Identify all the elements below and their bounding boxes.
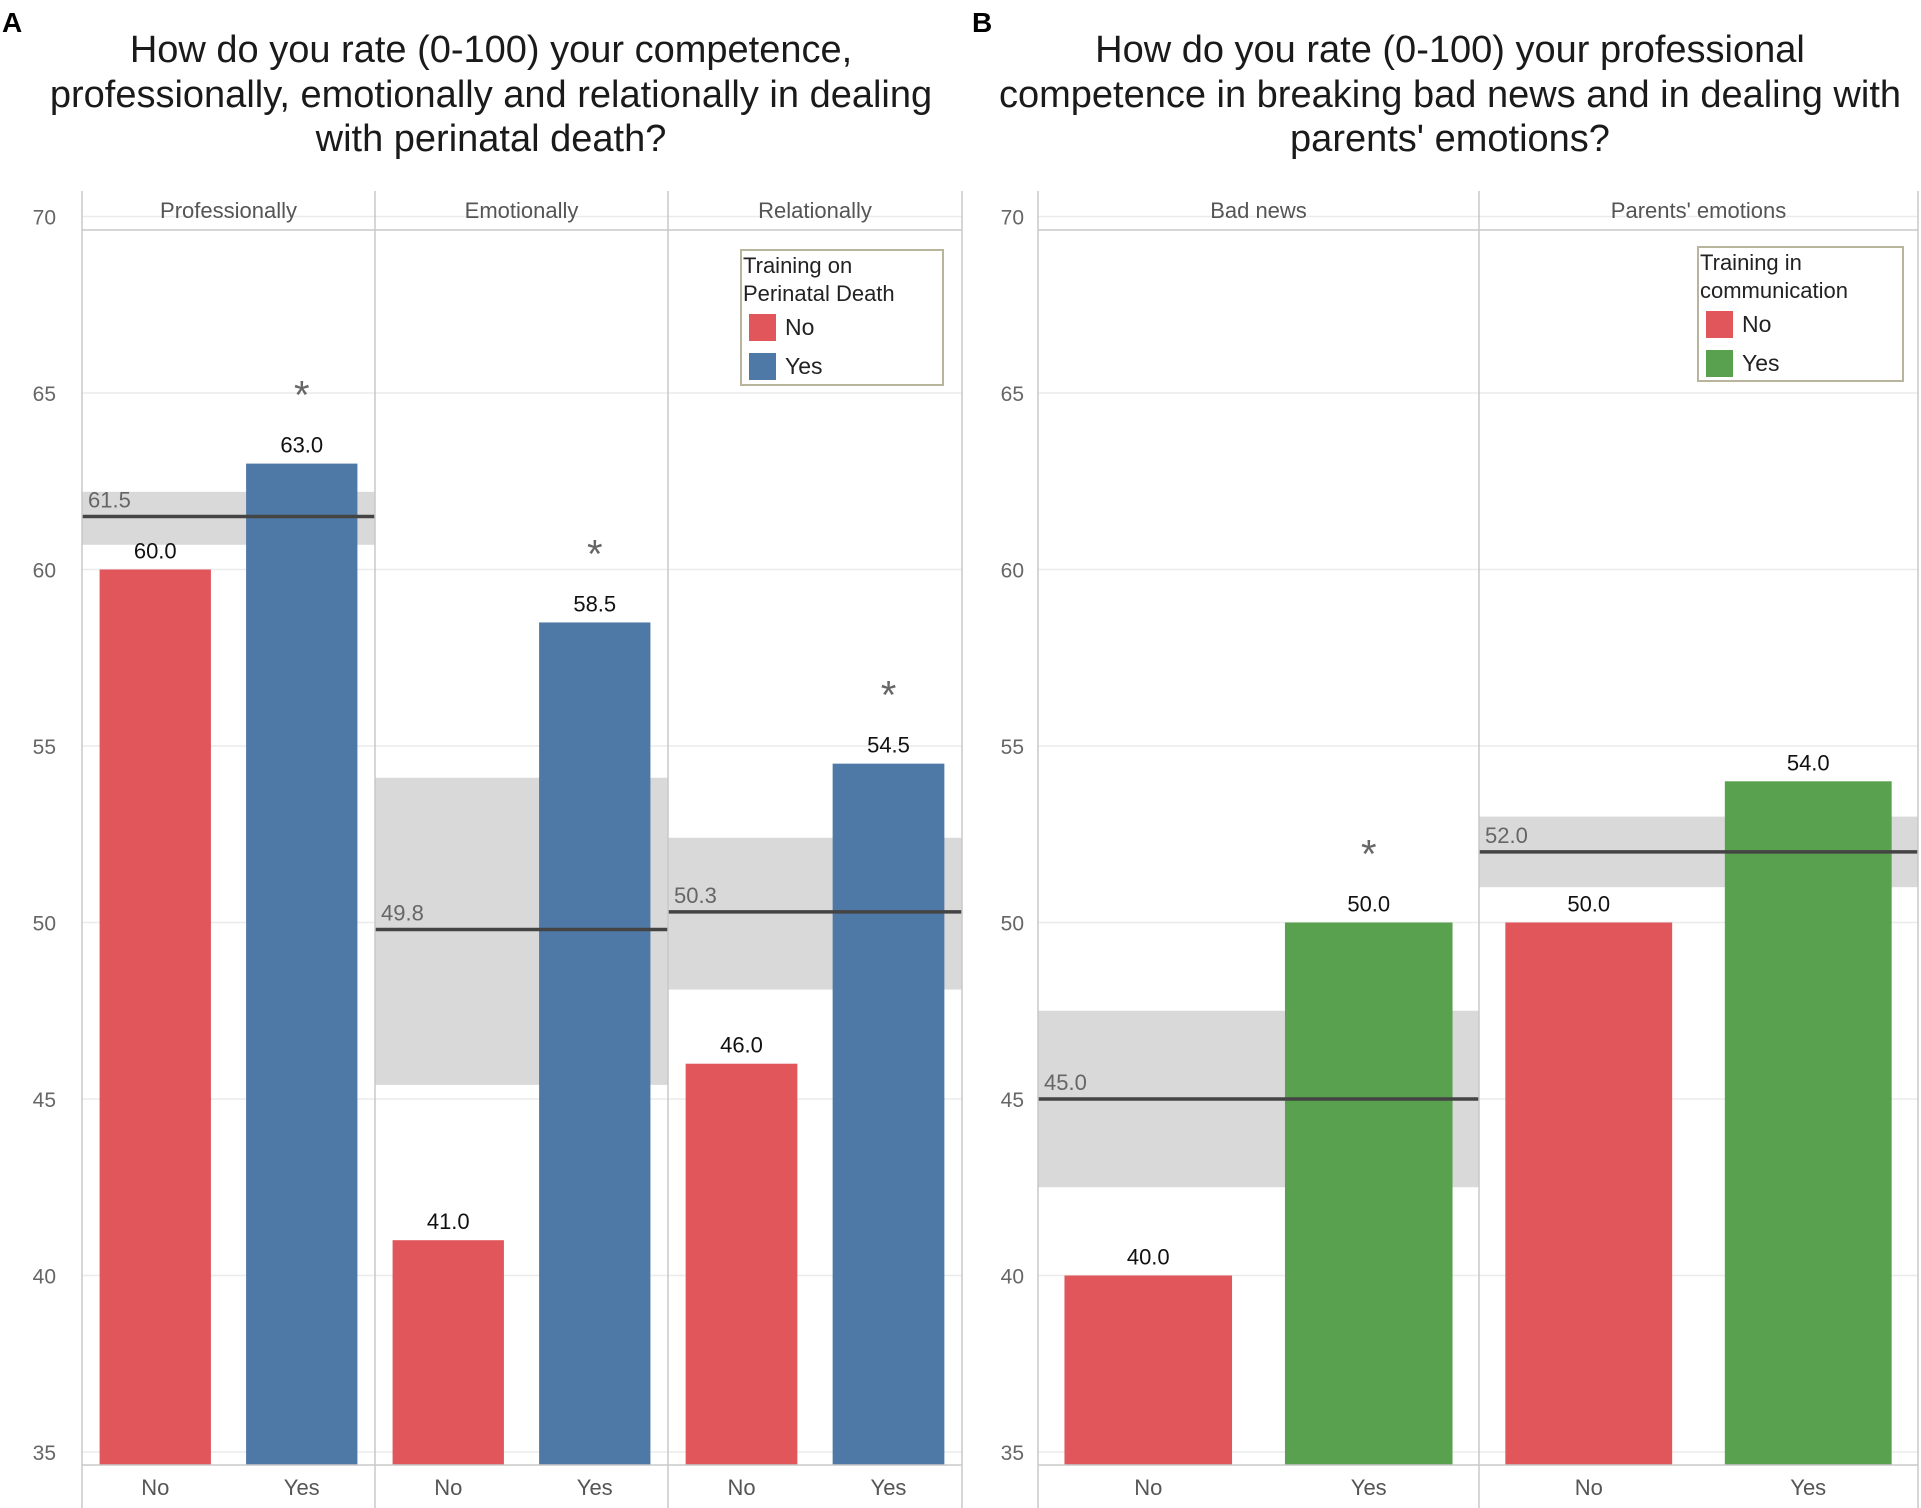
panel-a-facet-3-significance-star: * [881,674,897,718]
panel-b-y-tick-60: 60 [1001,560,1024,583]
panel-b-legend-label-yes: Yes [1742,350,1780,376]
panel-a-title-line-2: professionally, emotionally and relation… [50,74,932,116]
panel-b-title-line-3: parents' emotions? [1290,118,1610,160]
panel-a-facet-2-value-label-yes: 58.5 [573,591,616,616]
panel-b-facet-2-strip-label: Parents' emotions [1611,198,1786,223]
panel-a-y-tick-50: 50 [33,913,56,936]
panel-a-facet-3-strip-label: Relationally [758,198,872,223]
panel-a-facet-3-mean-label: 50.3 [674,883,717,908]
panel-b-y-tick-55: 55 [1001,736,1024,759]
panel-b-y-tick-70: 70 [1001,207,1024,230]
panel-a-facet-2-x-tick-no: No [434,1475,462,1500]
panel-a-facet-3-x-tick-yes: Yes [871,1475,907,1500]
panel-a-facet-3-bar-yes [832,763,945,1465]
panel-b-facet-1-x-tick-yes: Yes [1351,1475,1387,1500]
panel-a-facet-3-value-label-yes: 54.5 [867,733,910,758]
panel-a-legend-title-line-1: Training on [743,253,852,278]
panel-a-legend-label-yes: Yes [785,353,823,379]
panel-b-title-line-1: How do you rate (0-100) your professiona… [1095,29,1805,71]
panel-b-facet-2-bar-no [1505,922,1673,1465]
panel-a-facet-1-mean-label: 61.5 [88,488,131,513]
panel-a-legend-title-line-2: Perinatal Death [743,281,895,306]
panel-a-facet-1-strip-label: Professionally [160,198,297,223]
panel-a-facet-1-x-tick-no: No [141,1475,169,1500]
panel-a-facet-2-value-label-no: 41.0 [427,1209,470,1234]
panel-b-y-tick-40: 40 [1001,1266,1024,1289]
panel-a-legend-swatch-yes [749,353,776,380]
panel-a-facet-1-value-label-yes: 63.0 [280,433,323,458]
panel-b-facet-1-mean-label: 45.0 [1044,1070,1087,1095]
panel-b-facet-2-bar-yes [1724,781,1892,1465]
panel-b-y-tick-35: 35 [1001,1442,1024,1465]
panel-a-facet-3-bar-no [685,1063,798,1465]
panel-a-facet-3-x-tick-no: No [727,1475,755,1500]
panel-a-facet-1-bar-no [99,569,211,1465]
panel-a-y-tick-40: 40 [33,1266,56,1289]
panel-a-facet-2-bar-no [392,1240,504,1465]
panel-b-facet-1-value-label-yes: 50.0 [1347,892,1390,917]
panel-b-y-tick-50: 50 [1001,913,1024,936]
panel-a-title-line-1: How do you rate (0-100) your competence, [130,29,852,71]
panel-b-facet-2-value-label-yes: 54.0 [1787,750,1830,775]
panel-b-legend-label-no: No [1742,311,1771,337]
panel-a-legend-label-no: No [785,314,814,340]
panel-b-facet-2-x-tick-yes: Yes [1790,1475,1826,1500]
panel-a-title-line-3: with perinatal death? [315,118,667,160]
panel-b-facet-1-x-tick-no: No [1134,1475,1162,1500]
panel-a-y-tick-65: 65 [33,383,56,406]
panel-a-letter: A [2,7,22,38]
panel-a-facet-3-value-label-no: 46.0 [720,1033,763,1058]
panel-b-facet-1-bar-yes [1284,922,1453,1465]
panel-b-facet-1-significance-star: * [1361,833,1377,877]
panel-b-facet-2-x-tick-no: No [1575,1475,1603,1500]
panel-b-legend-title-line-1: Training in [1700,250,1802,275]
panel-a-legend-swatch-no [749,314,776,341]
panel-a-facet-1-significance-star: * [294,374,310,418]
panel-a-facet-1-bar-yes [246,463,358,1466]
panel-a-y-tick-70: 70 [33,207,56,230]
panel-b-y-tick-65: 65 [1001,383,1024,406]
panel-b-legend-title-line-2: communication [1700,278,1848,303]
panel-b-facet-1-value-label-no: 40.0 [1127,1245,1170,1270]
panel-a-facet-2-x-tick-yes: Yes [577,1475,613,1500]
panel-a-facet-2-bar-yes [539,622,651,1465]
panel-b-facet-2-mean-label: 52.0 [1485,823,1528,848]
panel-b-legend-swatch-yes [1706,350,1733,377]
panel-a-facet-2-strip-label: Emotionally [465,198,579,223]
panel-b-legend-swatch-no [1706,311,1733,338]
panel-a-facet-2-mean-label: 49.8 [381,901,424,926]
panel-b-facet-1-strip-label: Bad news [1210,198,1307,223]
panel-b-facet-2-value-label-no: 50.0 [1567,892,1610,917]
panel-b-letter: B [972,7,992,38]
panel-b-facet-1-bar-no [1064,1275,1233,1465]
panel-a-facet-2-significance-star: * [587,532,603,576]
panel-a-y-tick-60: 60 [33,560,56,583]
panel-a-y-tick-55: 55 [33,736,56,759]
panel-b-title-line-2: competence in breaking bad news and in d… [999,74,1901,116]
panel-a-y-tick-45: 45 [33,1089,56,1112]
panel-a-y-tick-35: 35 [33,1442,56,1465]
panel-a-facet-1-value-label-no: 60.0 [134,539,177,564]
panel-a-facet-1-x-tick-yes: Yes [284,1475,320,1500]
panel-b-y-tick-45: 45 [1001,1089,1024,1112]
